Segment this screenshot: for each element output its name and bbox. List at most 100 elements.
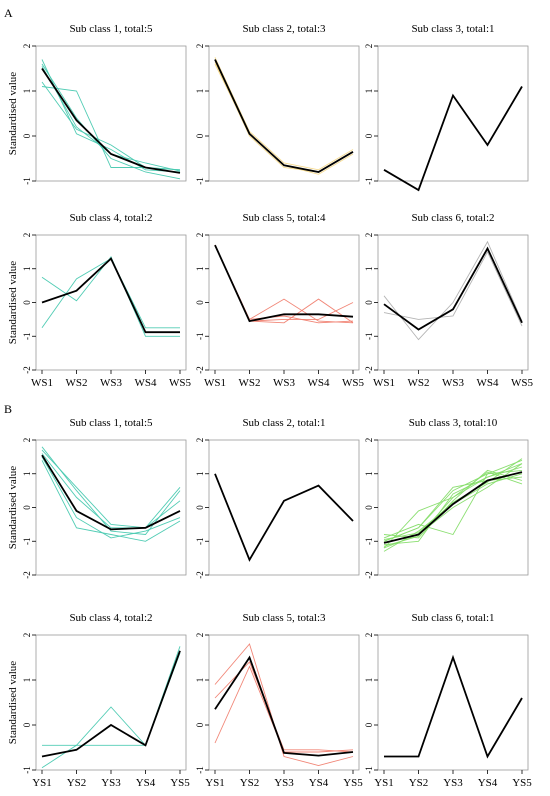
plot-frame [35, 634, 187, 771]
member-series-line [383, 476, 523, 542]
mean-series-line [41, 257, 180, 334]
plot-frame [208, 45, 360, 182]
y-tick-label: -1 [22, 538, 32, 546]
y-tick-label: 0 [364, 722, 374, 727]
mean-series-line [214, 244, 354, 323]
y-tick-label: -2 [22, 571, 32, 579]
chart-panel-2: Sub class 2, total:3 -1 0 1 2 [195, 23, 360, 185]
x-tick-label: YS5 [512, 777, 532, 789]
y-tick-label: -2 [195, 571, 205, 579]
x-tick-label: WS3 [100, 377, 123, 389]
y-tick-label: -2 [195, 366, 205, 374]
chart-panel-5: Sub class 5, total:4 -2 -1 0 1 2 WS1 WS2 WS3 WS4 W… [195, 212, 365, 389]
member-series-line [41, 456, 181, 539]
member-series-line [42, 652, 181, 746]
chart-panel-7: Sub class 1, total:5 -2 -1 0 1 2 Standardised … [7, 417, 187, 579]
y-tick-label: 0 [22, 300, 32, 305]
x-tick-label: YS5 [343, 777, 363, 789]
chart-title: Sub class 4, total:2 [69, 612, 152, 624]
member-series-line [383, 240, 523, 341]
y-tick-label: 0 [195, 722, 205, 727]
y-axis-label: Standardised value [7, 72, 19, 156]
mean-series-line [383, 246, 523, 331]
y-tick-label: 2 [195, 438, 205, 443]
chart-title: Sub class 1, total:5 [69, 417, 153, 429]
y-tick-label: 0 [364, 133, 374, 138]
plot-frame [35, 439, 187, 576]
y-tick-label: 2 [364, 44, 374, 49]
y-tick-label: 1 [22, 472, 32, 477]
mean-series-line [214, 59, 354, 173]
chart-panel-9: Sub class 3, total:10 -2 -1 0 1 2 [364, 417, 529, 579]
chart-panel-10: Sub class 4, total:2 -1 0 1 2 Standardised va… [7, 612, 190, 789]
plot-frame [208, 234, 360, 371]
y-tick-label: 1 [195, 678, 205, 683]
y-tick-label: 1 [22, 678, 32, 683]
chart-title: Sub class 4, total:2 [69, 212, 152, 224]
x-tick-label: WS4 [135, 377, 158, 389]
chart-title: Sub class 6, total:1 [411, 612, 494, 624]
chart-panel-4: Sub class 4, total:2 -2 -1 0 1 2 Standardised … [7, 212, 192, 389]
member-series-line [41, 446, 181, 535]
mean-series-line [383, 471, 523, 544]
chart-title: Sub class 1, total:5 [69, 23, 153, 35]
x-tick-label: YS3 [443, 777, 463, 789]
plot-frame [208, 439, 360, 576]
member-series-line [41, 257, 180, 329]
chart-panel-1: Sub class 1, total:5 -1 0 1 2 Standardised va… [7, 23, 187, 185]
member-series-line [41, 59, 181, 173]
member-series-line [41, 66, 181, 172]
y-tick-label: 1 [195, 89, 205, 94]
y-axis-label: Standardised value [7, 466, 19, 550]
y-tick-label: -1 [22, 766, 32, 774]
member-series-line [41, 460, 181, 542]
chart-title: Sub class 2, total:3 [242, 23, 326, 35]
y-tick-label: -1 [22, 333, 32, 341]
chart-title: Sub class 5, total:4 [242, 212, 326, 224]
y-tick-label: 1 [195, 472, 205, 477]
member-series-line [41, 449, 181, 529]
y-tick-label: 0 [22, 133, 32, 138]
chart-title: Sub class 3, total:1 [411, 23, 494, 35]
y-tick-label: -1 [195, 333, 205, 341]
y-tick-label: 1 [364, 267, 374, 272]
x-tick-label: WS2 [408, 377, 430, 389]
member-series-line [383, 471, 523, 547]
member-series-line [383, 250, 523, 327]
x-tick-label: YS3 [274, 777, 294, 789]
x-tick-label: YS1 [205, 777, 225, 789]
member-series-line [214, 244, 354, 322]
member-series-line [214, 57, 354, 171]
member-series-line [214, 63, 354, 175]
mean-series-line [41, 650, 181, 758]
y-tick-label: 2 [22, 233, 32, 238]
y-tick-label: 0 [195, 300, 205, 305]
y-tick-label: -1 [364, 766, 374, 774]
y-tick-label: -1 [364, 333, 374, 341]
chart-title: Sub class 3, total:10 [409, 417, 498, 429]
y-tick-label: -2 [22, 366, 32, 374]
member-series-line [214, 244, 354, 324]
y-tick-label: 1 [364, 678, 374, 683]
x-tick-label: WS1 [373, 377, 395, 389]
mean-series-line [41, 68, 181, 174]
y-tick-label: 2 [364, 438, 374, 443]
y-tick-label: -1 [364, 538, 374, 546]
y-tick-label: 2 [195, 633, 205, 638]
x-tick-label: WS2 [66, 377, 88, 389]
y-tick-label: -1 [195, 538, 205, 546]
y-tick-label: 0 [364, 300, 374, 305]
y-axis-label: Standardised value [7, 661, 19, 745]
y-tick-label: -2 [364, 571, 374, 579]
x-tick-label: WS5 [169, 377, 192, 389]
y-tick-label: 1 [22, 89, 32, 94]
y-tick-label: 1 [22, 267, 32, 272]
x-tick-label: YS2 [67, 777, 87, 789]
y-tick-label: 1 [364, 89, 374, 94]
mean-series-line [41, 454, 181, 531]
member-series-line [41, 63, 181, 180]
x-tick-label: WS3 [442, 377, 465, 389]
y-tick-label: -2 [364, 366, 374, 374]
